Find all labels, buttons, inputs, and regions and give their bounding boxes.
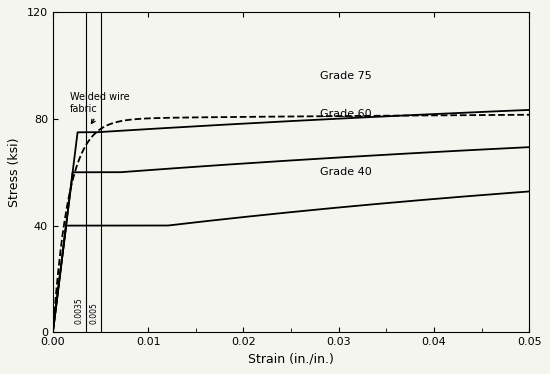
Text: Grade 40: Grade 40 bbox=[320, 167, 371, 177]
Text: 0.0035: 0.0035 bbox=[75, 297, 84, 324]
Y-axis label: Stress (ksi): Stress (ksi) bbox=[8, 138, 21, 207]
Text: Grade 60: Grade 60 bbox=[320, 108, 371, 119]
Text: 0.005: 0.005 bbox=[89, 302, 98, 324]
X-axis label: Strain (in./in.): Strain (in./in.) bbox=[248, 353, 334, 366]
Text: Grade 75: Grade 75 bbox=[320, 71, 371, 81]
Text: Welded wire
fabric: Welded wire fabric bbox=[70, 92, 130, 123]
